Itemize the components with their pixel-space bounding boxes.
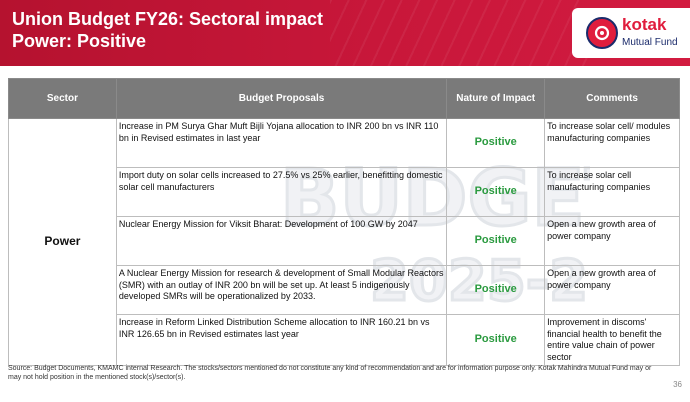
header-comments: Comments: [544, 78, 680, 119]
impact-cell: Positive: [446, 314, 546, 366]
source-disclaimer: Source: Budget Documents, KMAMC internal…: [8, 365, 652, 381]
comment-cell: Open a new growth area of power company: [544, 216, 680, 266]
kotak-logo-icon: [586, 17, 618, 49]
sector-impact-table: Sector Budget Proposals Nature of Impact…: [8, 78, 680, 366]
proposal-cell: Increase in PM Surya Ghar Muft Bijli Yoj…: [115, 118, 448, 168]
table-row: Increase in Reform Linked Distribution S…: [9, 314, 680, 366]
sector-cell: Power: [8, 118, 117, 366]
table-row: Import duty on solar cells increased to …: [9, 167, 680, 217]
proposal-cell: Nuclear Energy Mission for Viksit Bharat…: [115, 216, 448, 266]
kotak-logo: kotak Mutual Fund: [572, 8, 690, 58]
proposal-cell: A Nuclear Energy Mission for research & …: [115, 265, 448, 315]
slide-header: Union Budget FY26: Sectoral impact Power…: [0, 0, 690, 66]
header-sector: Sector: [8, 78, 117, 119]
table-row: A Nuclear Energy Mission for research & …: [9, 265, 680, 315]
impact-cell: Positive: [446, 118, 546, 168]
comment-cell: To increase solar cell manufacturing com…: [544, 167, 680, 217]
impact-cell: Positive: [446, 167, 546, 217]
proposal-cell: Import duty on solar cells increased to …: [115, 167, 448, 217]
logo-brand-name: kotak: [622, 15, 667, 34]
header-budget-proposals: Budget Proposals: [115, 78, 448, 119]
slide-title: Union Budget FY26: Sectoral impact Power…: [12, 8, 323, 52]
header-decoration: [330, 0, 590, 66]
page-number: 36: [673, 380, 682, 389]
logo-subtitle: Mutual Fund: [622, 37, 678, 48]
title-line-1: Union Budget FY26: Sectoral impact: [12, 9, 324, 29]
title-line-2: Power: Positive: [12, 31, 147, 51]
table-header-row: Sector Budget Proposals Nature of Impact…: [8, 78, 680, 119]
comment-cell: Open a new growth area of power company: [544, 265, 680, 315]
impact-cell: Positive: [446, 216, 546, 266]
comment-cell: Improvement in discoms' financial health…: [544, 314, 680, 366]
proposal-cell: Increase in Reform Linked Distribution S…: [115, 314, 448, 366]
impact-cell: Positive: [446, 265, 546, 315]
table-row: Power Increase in PM Surya Ghar Muft Bij…: [8, 118, 680, 366]
header-nature-of-impact: Nature of Impact: [446, 78, 546, 119]
comment-cell: To increase solar cell/ modules manufact…: [544, 118, 680, 168]
